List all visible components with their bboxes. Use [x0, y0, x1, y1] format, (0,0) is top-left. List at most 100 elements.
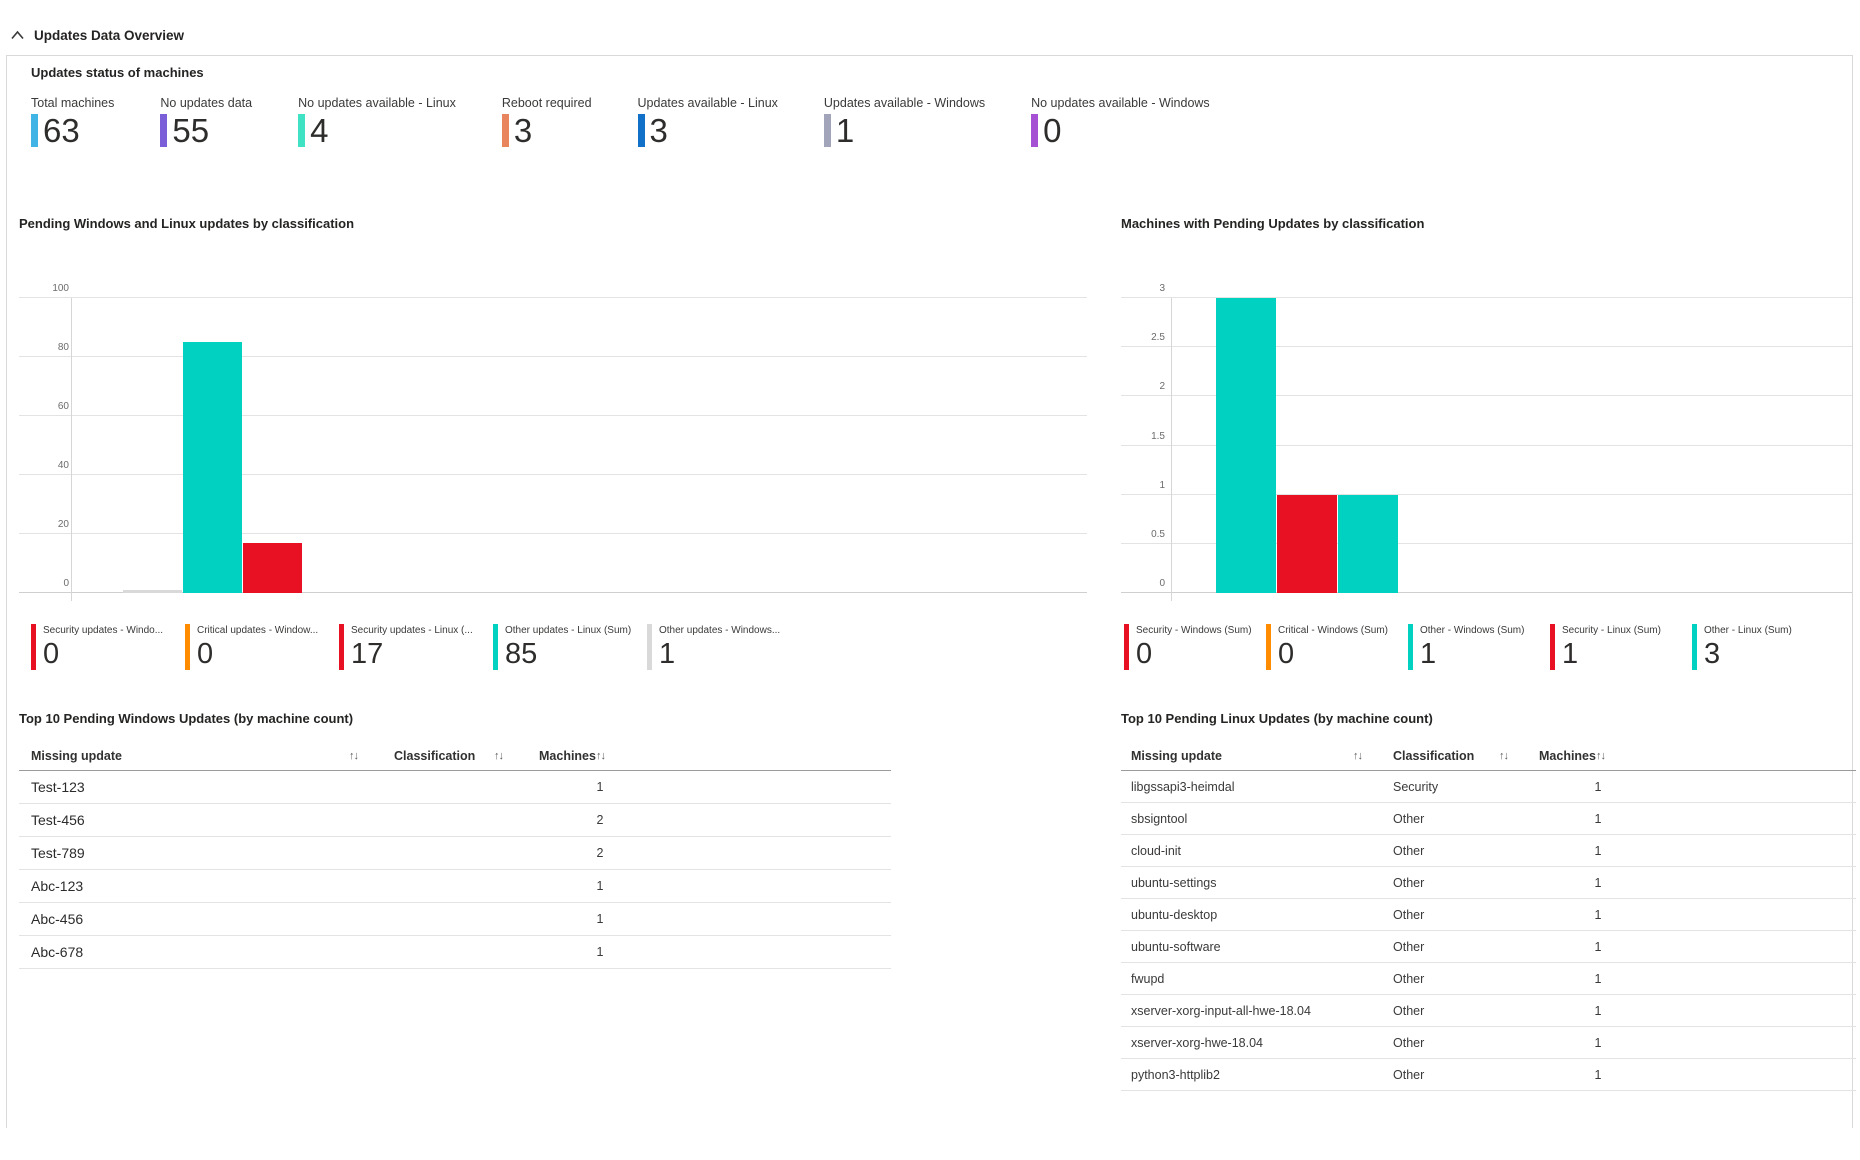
- sort-icon[interactable]: ↑↓: [494, 749, 504, 762]
- table-row[interactable]: Test-456 2: [19, 804, 891, 837]
- gridline: [19, 415, 1087, 416]
- kpi-value-row: 3: [501, 114, 592, 147]
- kpi-label: Reboot required: [501, 96, 592, 110]
- legend-tile[interactable]: Security - Windows (Sum) 0: [1124, 624, 1252, 670]
- kpi-value-row: 3: [637, 112, 778, 149]
- windows-linux-updates-chart-title: Pending Windows and Linux updates by cla…: [19, 216, 355, 231]
- cell-missing-update: xserver-xorg-input-all-hwe-18.04: [1131, 1003, 1311, 1018]
- kpi-label: No updates data: [160, 96, 253, 110]
- table-row[interactable]: Abc-678 1: [19, 936, 891, 969]
- windows-table-body: Test-123 1 Test-456 2 Test-789 2 Abc-123 1 Abc-4…: [19, 771, 891, 969]
- status-kpi-tile[interactable]: No updates available - Linux 4: [298, 96, 456, 147]
- legend-body: Critical - Windows (Sum) 0: [1278, 624, 1388, 670]
- y-tick-label: 0: [1159, 578, 1165, 589]
- legend-color-bar: [493, 624, 498, 670]
- table-row[interactable]: Test-789 2: [19, 837, 891, 870]
- legend-value: 17: [351, 638, 384, 670]
- table-row[interactable]: Abc-123 1: [19, 870, 891, 903]
- table-row[interactable]: Test-123 1: [19, 771, 891, 804]
- legend-tile[interactable]: Other updates - Windows... 1: [647, 624, 780, 670]
- status-kpi-tile[interactable]: No updates data 55: [160, 96, 252, 147]
- table-row[interactable]: sbsigntool Other 1: [1121, 803, 1856, 835]
- sort-icon[interactable]: ↑↓: [349, 749, 359, 762]
- chevron-up-icon[interactable]: [10, 29, 25, 42]
- status-kpi-tile[interactable]: No updates available - Windows 0: [1031, 96, 1210, 147]
- table-row[interactable]: libgssapi3-heimdal Security 1: [1121, 771, 1856, 803]
- status-kpi-tile[interactable]: Total machines 63: [31, 96, 114, 147]
- cell-classification: Other: [1393, 811, 1425, 826]
- column-header-missing-update[interactable]: Missing update: [31, 748, 122, 763]
- machines-pending-chart-legend: Security - Windows (Sum) 0 Critical - Wind…: [1124, 624, 1810, 670]
- legend-tile[interactable]: Critical updates - Window... 0: [185, 624, 318, 670]
- legend-tile[interactable]: Security updates - Linux (... 17: [339, 624, 473, 670]
- cell-machines: 1: [1594, 971, 1602, 986]
- cell-machines: 1: [596, 780, 604, 794]
- legend-value: 1: [1562, 638, 1579, 670]
- kpi-label: No updates available - Linux: [298, 96, 456, 110]
- column-header-classification[interactable]: Classification: [1393, 748, 1475, 763]
- kpi-value: 3: [649, 112, 668, 149]
- kpi-value-row: 63: [31, 114, 114, 147]
- y-axis-line: [1171, 298, 1172, 601]
- table-row[interactable]: cloud-init Other 1: [1121, 835, 1856, 867]
- legend-color-bar: [339, 624, 344, 670]
- y-tick-label: 40: [57, 460, 69, 471]
- column-header-classification[interactable]: Classification: [394, 748, 476, 763]
- legend-value: 0: [43, 638, 60, 670]
- table-row[interactable]: fwupd Other 1: [1121, 963, 1856, 995]
- cell-classification: Other: [1393, 939, 1425, 954]
- table-row[interactable]: python3-httplib2 Other 1: [1121, 1059, 1856, 1091]
- legend-tile[interactable]: Security - Linux (Sum) 1: [1550, 624, 1668, 670]
- kpi-color-bar: [298, 114, 306, 147]
- cell-missing-update: Abc-678: [31, 944, 84, 960]
- table-row[interactable]: ubuntu-software Other 1: [1121, 931, 1856, 963]
- legend-label: Other updates - Linux (Sum): [505, 625, 632, 636]
- cell-missing-update: xserver-xorg-hwe-18.04: [1131, 1035, 1263, 1050]
- section-collapse-header[interactable]: Updates Data Overview: [10, 28, 184, 43]
- legend-body: Other updates - Linux (Sum) 85: [505, 624, 631, 670]
- y-tick-label: 20: [57, 519, 69, 530]
- column-header-missing-update[interactable]: Missing update: [1131, 748, 1222, 763]
- gridline: [1121, 592, 1852, 593]
- table-row[interactable]: Abc-456 1: [19, 903, 891, 936]
- kpi-value-row: 55: [160, 114, 252, 147]
- legend-label: Security - Linux (Sum): [1562, 625, 1661, 636]
- gridline: [1121, 395, 1852, 397]
- table-row[interactable]: ubuntu-settings Other 1: [1121, 867, 1856, 899]
- table-row[interactable]: xserver-xorg-input-all-hwe-18.04 Other 1: [1121, 995, 1856, 1027]
- legend-tile[interactable]: Other updates - Linux (Sum) 85: [493, 624, 631, 670]
- legend-tile[interactable]: Other - Windows (Sum) 1: [1408, 624, 1526, 670]
- legend-label: Security updates - Windo...: [43, 625, 164, 636]
- cell-machines: 1: [1594, 939, 1602, 954]
- y-tick-label: 2: [1159, 381, 1165, 393]
- status-kpi-tile[interactable]: Reboot required 3: [501, 96, 592, 147]
- cell-machines: 1: [596, 912, 604, 926]
- chart-bar: [1277, 494, 1337, 593]
- legend-label: Other updates - Windows...: [659, 625, 781, 636]
- legend-tile[interactable]: Security updates - Windo... 0: [31, 624, 163, 670]
- status-kpi-tile[interactable]: Updates available - Windows 1: [823, 96, 985, 147]
- kpi-color-bar: [823, 114, 831, 147]
- y-tick-label: 0.5: [1151, 528, 1165, 540]
- legend-body: Security updates - Linux (... 17: [351, 624, 473, 670]
- y-tick-label: 80: [57, 342, 69, 353]
- legend-value: 0: [197, 638, 214, 670]
- cell-missing-update: Test-789: [31, 845, 85, 861]
- gridline: [19, 297, 1087, 298]
- cell-machines: 1: [596, 879, 604, 893]
- table-row[interactable]: ubuntu-desktop Other 1: [1121, 899, 1856, 931]
- legend-body: Other - Windows (Sum) 1: [1420, 624, 1524, 670]
- y-axis-line: [71, 298, 72, 601]
- kpi-value: 63: [43, 112, 80, 149]
- column-header-machines[interactable]: Machines ↑↓: [1539, 749, 1631, 763]
- sort-icon[interactable]: ↑↓: [1499, 749, 1509, 762]
- legend-color-bar: [1266, 624, 1271, 670]
- status-kpi-tile[interactable]: Updates available - Linux 3: [637, 96, 778, 149]
- legend-tile[interactable]: Critical - Windows (Sum) 0: [1266, 624, 1388, 670]
- column-header-machines[interactable]: Machines ↑↓: [539, 749, 635, 763]
- gridline: [19, 533, 1087, 534]
- legend-tile[interactable]: Other - Linux (Sum) 3: [1692, 624, 1810, 670]
- table-row[interactable]: xserver-xorg-hwe-18.04 Other 1: [1121, 1027, 1856, 1059]
- sort-icon[interactable]: ↑↓: [1353, 749, 1363, 762]
